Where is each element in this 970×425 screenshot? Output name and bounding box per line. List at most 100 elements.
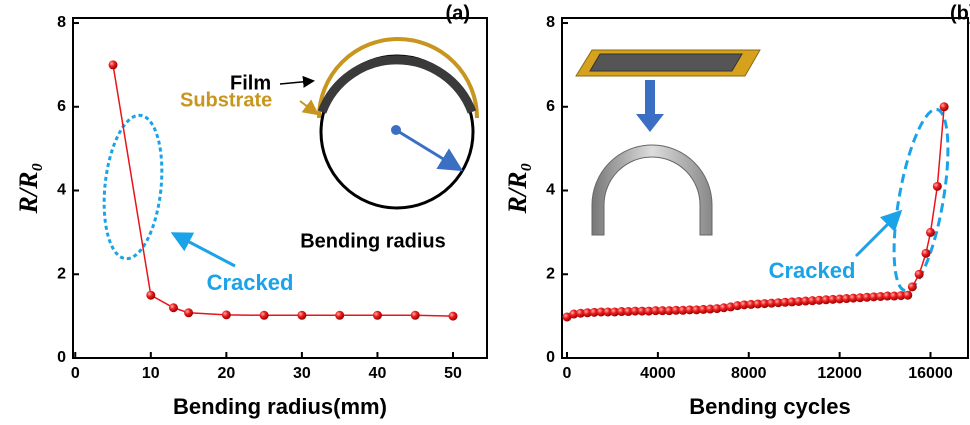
- data-point: [848, 293, 858, 303]
- data-point: [814, 295, 824, 305]
- data-point: [862, 292, 872, 302]
- x-tick-label: 30: [293, 365, 311, 382]
- data-point: [835, 294, 845, 304]
- data-point: [787, 297, 797, 307]
- data-point: [932, 181, 942, 191]
- data-point: [753, 299, 763, 309]
- data-point: [807, 296, 817, 306]
- data-point: [562, 312, 572, 322]
- data-point: [644, 306, 654, 316]
- data-point: [907, 282, 917, 292]
- annotation: Cracked: [769, 258, 856, 283]
- data-point: [335, 310, 345, 320]
- annotation: Film: [230, 72, 271, 94]
- data-point: [259, 310, 269, 320]
- data-point: [821, 295, 831, 305]
- data-point: [685, 305, 695, 315]
- data-point: [576, 308, 586, 318]
- data-point: [184, 308, 194, 318]
- plot-frame: [561, 17, 969, 359]
- data-point: [623, 307, 633, 317]
- data-point: [869, 292, 879, 302]
- data-point: [882, 291, 892, 301]
- x-tick-label: 40: [369, 365, 387, 382]
- data-point: [841, 294, 851, 304]
- x-tick-label: 0: [71, 365, 80, 382]
- data-point: [939, 102, 949, 112]
- y-tick-label: 6: [57, 98, 66, 115]
- x-tick-label: 0: [563, 365, 572, 382]
- x-tick-label: 50: [444, 365, 462, 382]
- data-point: [896, 291, 906, 301]
- data-point: [726, 302, 736, 312]
- data-point: [889, 291, 899, 301]
- y-tick-label: 6: [546, 98, 555, 115]
- y-tick-label: 2: [546, 265, 555, 282]
- data-point: [589, 307, 599, 317]
- data-point: [582, 308, 592, 318]
- plot-frame: [72, 17, 488, 359]
- data-point: [297, 310, 307, 320]
- data-point: [664, 306, 674, 316]
- data-point: [746, 299, 756, 309]
- data-point: [766, 298, 776, 308]
- x-tick-label: 16000: [908, 365, 953, 382]
- data-point: [903, 290, 913, 300]
- data-point: [828, 294, 838, 304]
- data-point: [603, 307, 613, 317]
- data-point: [773, 298, 783, 308]
- data-point: [651, 306, 661, 316]
- data-point: [610, 307, 620, 317]
- annotation: Cracked: [207, 270, 294, 295]
- x-axis-label: Bending radius(mm): [173, 394, 387, 419]
- x-tick-label: 20: [217, 365, 235, 382]
- data-point: [926, 227, 936, 237]
- data-point: [914, 269, 924, 279]
- y-axis-label: R/R₀: [14, 163, 43, 215]
- data-point: [410, 310, 420, 320]
- data-point: [921, 248, 931, 258]
- data-point: [732, 301, 742, 311]
- data-point: [637, 306, 647, 316]
- data-point: [671, 305, 681, 315]
- data-line: [566, 106, 945, 318]
- data-point: [146, 290, 156, 300]
- data-point: [780, 297, 790, 307]
- data-point: [876, 291, 886, 301]
- data-point: [739, 300, 749, 310]
- x-tick-label: 10: [142, 365, 160, 382]
- y-axis-label: R/R₀: [503, 163, 532, 215]
- y-tick-label: 4: [57, 182, 66, 199]
- data-point: [855, 293, 865, 303]
- x-tick-label: 8000: [731, 365, 767, 382]
- x-axis-label: Bending cycles: [689, 394, 850, 419]
- data-point: [698, 304, 708, 314]
- data-point: [794, 296, 804, 306]
- y-tick-label: 0: [546, 349, 555, 366]
- inset-a: [102, 37, 479, 268]
- data-point: [712, 304, 722, 314]
- data-point: [705, 304, 715, 314]
- data-point: [692, 305, 702, 315]
- data-point: [596, 307, 606, 317]
- y-tick-label: 8: [57, 14, 66, 31]
- data-point: [678, 305, 688, 315]
- data-point: [168, 303, 178, 313]
- data-point: [760, 299, 770, 309]
- data-point: [372, 310, 382, 320]
- data-point: [801, 296, 811, 306]
- annotation: Bending radius: [300, 230, 446, 252]
- data-point: [617, 307, 627, 317]
- panel-label: (a): [446, 2, 470, 24]
- x-tick-label: 4000: [640, 365, 676, 382]
- data-point: [569, 309, 579, 319]
- data-point: [448, 311, 458, 321]
- y-tick-label: 4: [546, 182, 555, 199]
- y-tick-label: 2: [57, 265, 66, 282]
- x-tick-label: 12000: [817, 365, 862, 382]
- data-point: [630, 306, 640, 316]
- data-point: [221, 310, 231, 320]
- data-point: [657, 306, 667, 316]
- annotation: Substrate: [180, 89, 272, 111]
